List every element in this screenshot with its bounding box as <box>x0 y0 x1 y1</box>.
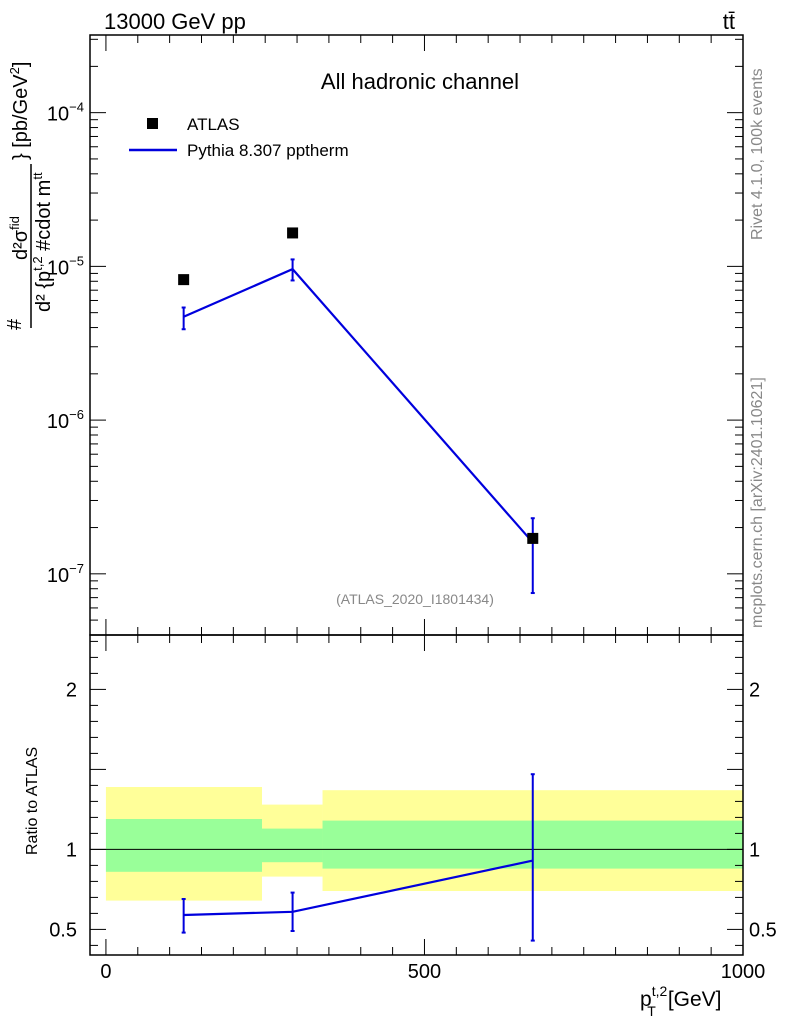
process-label: tt̄ <box>723 9 735 34</box>
ratio-y-tick-label-right: 0.5 <box>749 919 777 941</box>
uncertainty-band-inner <box>262 828 323 863</box>
main-y-axis-title: # d²σfid d² {pt,2 #cdot mtt } [pb/GeV2] <box>4 62 55 330</box>
y-axis-hash: # <box>4 318 26 330</box>
ratio-y-tick-label: 2 <box>66 679 77 701</box>
legend: ATLAS Pythia 8.307 pptherm <box>129 115 349 160</box>
ratio-y-tick-label-right: 2 <box>749 679 760 701</box>
main-title: All hadronic channel <box>321 69 519 94</box>
rivet-label: Rivet 4.1.0, 100k events <box>749 68 766 240</box>
pythia-line <box>183 267 534 544</box>
uncertainty-band-inner <box>105 819 263 872</box>
atlas-data-point <box>287 227 299 239</box>
ratio-y-tick-label-right: 1 <box>749 839 760 861</box>
legend-pythia-label: Pythia 8.307 pptherm <box>187 141 349 160</box>
main-y-tick-label: 10−5 <box>47 253 84 279</box>
x-axis-title: pt,2 T [GeV] <box>640 983 722 1019</box>
ratio-panel: 0.5 0.5 1 1 2 2 0 500 1000 Ratio to ATLAS <box>24 634 777 983</box>
source-label: mcplots.cern.ch [arXiv:2401.10621] <box>749 377 766 628</box>
ratio-frame <box>89 634 744 956</box>
x-tick-label: 0 <box>100 961 111 983</box>
y-axis-unit: } [pb/GeV2] <box>7 62 32 160</box>
y-axis-fraction-top: d²σfid <box>7 216 32 260</box>
atlas-data-point <box>178 274 190 286</box>
ratio-y-tick-label: 1 <box>66 839 77 861</box>
main-panel: 10−7 10−6 10−5 10−4 All hadronic channel (A… <box>4 34 744 636</box>
legend-atlas-marker <box>147 118 158 129</box>
main-y-tick-label: 10−6 <box>47 407 84 433</box>
main-y-tick-label: 10−4 <box>47 100 84 126</box>
ratio-y-axis-title: Ratio to ATLAS <box>24 747 41 855</box>
energy-label: 13000 GeV pp <box>104 9 246 34</box>
x-tick-label: 1000 <box>721 961 766 983</box>
analysis-label: (ATLAS_2020_I1801434) <box>336 591 494 607</box>
y-axis-fraction-bottom: d² {pt,2 #cdot mtt <box>30 172 55 312</box>
atlas-data-point <box>527 532 539 544</box>
x-tick-label: 500 <box>408 961 441 983</box>
legend-atlas-label: ATLAS <box>187 115 240 134</box>
main-y-tick-label: 10−7 <box>47 561 84 587</box>
x-axis-title-text: pt,2 T [GeV] <box>640 983 722 1019</box>
ratio-y-tick-label: 0.5 <box>49 919 77 941</box>
